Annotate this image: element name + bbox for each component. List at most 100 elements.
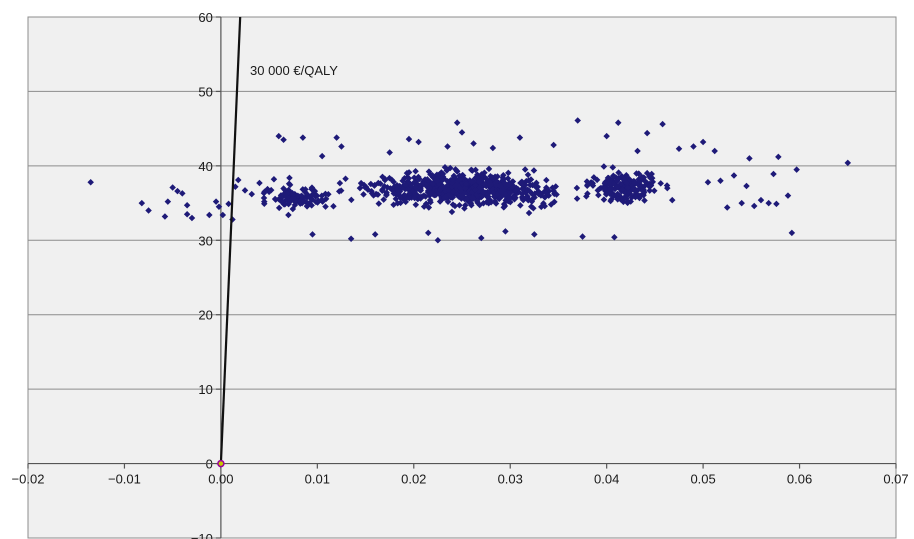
data-point bbox=[403, 169, 411, 177]
data-point bbox=[183, 210, 191, 218]
data-point bbox=[138, 199, 146, 207]
data-point bbox=[476, 178, 483, 186]
data-point bbox=[573, 195, 581, 202]
data-point bbox=[487, 181, 494, 188]
data-point bbox=[606, 190, 614, 197]
data-point bbox=[492, 181, 500, 189]
data-point bbox=[511, 196, 518, 203]
data-point bbox=[260, 189, 268, 197]
data-point bbox=[505, 169, 512, 177]
data-point bbox=[318, 192, 326, 200]
data-point bbox=[743, 182, 750, 190]
data-point bbox=[607, 185, 614, 193]
data-point bbox=[434, 237, 442, 244]
data-point bbox=[402, 198, 409, 206]
data-point bbox=[750, 202, 758, 210]
data-point bbox=[444, 143, 451, 150]
data-point bbox=[381, 176, 389, 184]
data-point bbox=[275, 132, 283, 140]
data-point bbox=[519, 180, 527, 188]
data-point bbox=[426, 184, 434, 192]
data-point bbox=[318, 152, 326, 160]
data-point bbox=[399, 177, 406, 185]
data-point bbox=[547, 201, 555, 208]
data-point bbox=[633, 170, 640, 177]
data-point bbox=[412, 167, 419, 175]
threshold-line-label: 30 000 €/QALY bbox=[250, 63, 338, 78]
data-point bbox=[397, 194, 404, 202]
data-point bbox=[397, 199, 404, 207]
data-point bbox=[347, 235, 355, 243]
data-point bbox=[427, 190, 434, 197]
data-point bbox=[174, 187, 181, 195]
data-point bbox=[219, 211, 227, 219]
data-point bbox=[525, 209, 533, 217]
data-point bbox=[330, 202, 337, 210]
data-point bbox=[439, 176, 446, 184]
data-point bbox=[241, 187, 249, 194]
data-point bbox=[478, 234, 485, 242]
data-point bbox=[285, 211, 292, 219]
data-point bbox=[512, 187, 519, 194]
data-point bbox=[313, 192, 321, 200]
x-tick-label: 0.01 bbox=[305, 472, 330, 487]
data-point bbox=[212, 198, 220, 205]
data-point bbox=[374, 191, 382, 198]
data-point bbox=[550, 141, 557, 149]
data-point bbox=[424, 176, 431, 183]
data-point bbox=[360, 191, 367, 198]
origin-point bbox=[217, 459, 225, 468]
data-point bbox=[643, 129, 651, 137]
data-point bbox=[704, 178, 712, 186]
data-point bbox=[336, 179, 344, 187]
data-point bbox=[342, 175, 349, 183]
data-point bbox=[584, 190, 591, 197]
threshold-line-group: 30 000 €/QALY bbox=[219, 16, 338, 464]
data-point bbox=[628, 194, 636, 201]
data-point bbox=[595, 191, 602, 199]
data-point bbox=[502, 228, 509, 235]
data-point bbox=[601, 185, 609, 192]
data-point bbox=[270, 176, 278, 183]
data-point bbox=[443, 193, 450, 200]
data-point bbox=[392, 195, 400, 203]
data-point bbox=[422, 181, 429, 189]
data-point bbox=[690, 143, 697, 150]
data-point bbox=[424, 229, 432, 237]
data-point bbox=[632, 193, 639, 201]
data-point bbox=[614, 175, 622, 182]
x-tick-label: −0.01 bbox=[108, 472, 141, 487]
data-point bbox=[473, 197, 481, 205]
data-point bbox=[338, 143, 345, 150]
data-point bbox=[333, 134, 340, 141]
data-point bbox=[615, 169, 622, 176]
x-tick-label: 0.06 bbox=[787, 472, 812, 487]
data-point bbox=[659, 120, 666, 128]
data-point bbox=[322, 203, 329, 210]
data-point bbox=[308, 184, 316, 191]
data-point bbox=[337, 187, 345, 194]
data-point bbox=[449, 176, 456, 183]
data-point bbox=[485, 165, 493, 173]
data-point bbox=[371, 231, 379, 238]
data-point bbox=[500, 204, 508, 211]
data-point bbox=[401, 191, 408, 199]
data-point bbox=[462, 180, 470, 188]
data-point bbox=[380, 196, 387, 203]
data-point bbox=[517, 202, 524, 209]
data-point bbox=[614, 119, 622, 126]
x-tick-label: 0.07 bbox=[883, 472, 908, 487]
data-point bbox=[452, 182, 460, 189]
data-point bbox=[396, 182, 404, 190]
x-tick-label: 0.03 bbox=[498, 472, 523, 487]
data-point bbox=[406, 190, 413, 197]
data-point bbox=[448, 208, 456, 216]
data-point bbox=[730, 172, 738, 179]
data-point bbox=[286, 181, 294, 189]
data-points bbox=[87, 117, 852, 244]
data-point bbox=[543, 185, 550, 192]
data-point bbox=[521, 166, 529, 173]
data-point bbox=[303, 203, 311, 210]
data-point bbox=[309, 231, 316, 238]
data-point bbox=[456, 172, 463, 179]
